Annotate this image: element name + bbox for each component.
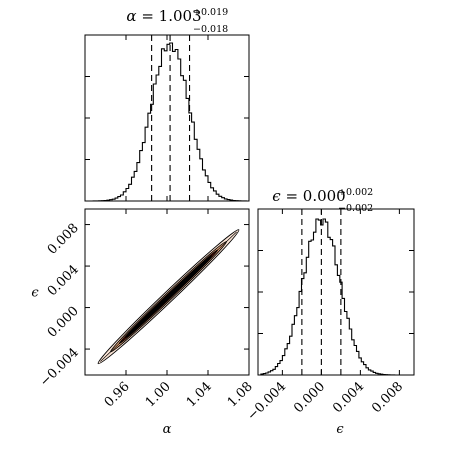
epsilon-title-param: ϵ bbox=[272, 187, 281, 205]
joint-y-tick-label: 0.000 bbox=[45, 304, 82, 341]
alpha-histogram-panel bbox=[84, 34, 250, 202]
epsilon-x-tick-label: 0.000 bbox=[291, 379, 328, 416]
epsilon-x-tick-label: 0.008 bbox=[369, 379, 406, 416]
epsilon-xlabel: ϵ bbox=[336, 422, 344, 437]
joint-y-tick-label: 0.004 bbox=[45, 262, 82, 299]
alpha-title-plus: +0.019 bbox=[193, 7, 228, 18]
joint-xlabel: α bbox=[163, 422, 172, 437]
joint-tail-line bbox=[100, 231, 237, 362]
epsilon-histogram-frame bbox=[257, 208, 415, 376]
joint-ylabel: ϵ bbox=[31, 286, 39, 301]
epsilon-histogram-step bbox=[260, 218, 405, 376]
epsilon-title: ϵ = 0.000 bbox=[272, 187, 345, 205]
alpha-histogram-step bbox=[85, 42, 249, 202]
alpha-title-param: α bbox=[126, 7, 136, 25]
joint-y-tick-label: −0.004 bbox=[37, 345, 82, 390]
alpha-title-eq: = bbox=[141, 7, 158, 25]
epsilon-title-value: 0.000 bbox=[303, 187, 346, 205]
joint-x-tick-label: 0.96 bbox=[102, 379, 133, 410]
epsilon-title-eq: = bbox=[285, 187, 302, 205]
epsilon-x-tick-label: 0.004 bbox=[330, 379, 367, 416]
alpha-histogram-frame bbox=[84, 34, 250, 202]
joint-x-tick-label: 1.00 bbox=[143, 379, 174, 410]
alpha-title: α = 1.003 bbox=[126, 7, 201, 25]
epsilon-histogram-panel: −0.004 0.000 0.004 0.008 bbox=[245, 208, 415, 424]
alpha-title-minus: −0.018 bbox=[193, 24, 228, 35]
joint-x-tick-label: 1.04 bbox=[184, 379, 215, 410]
epsilon-title-plus: +0.002 bbox=[338, 187, 373, 198]
joint-y-tick-label: 0.008 bbox=[45, 221, 82, 258]
alpha-title-value: 1.003 bbox=[159, 7, 202, 25]
